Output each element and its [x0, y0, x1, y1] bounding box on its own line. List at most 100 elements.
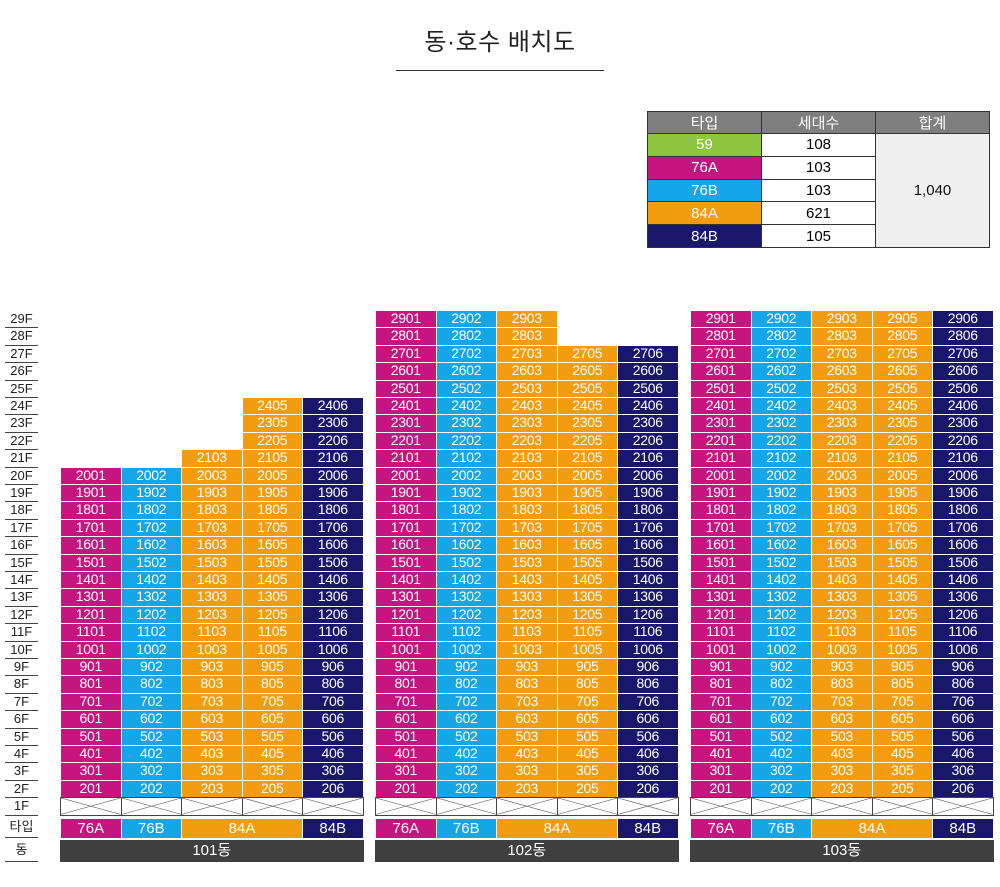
- floor-label: 9F: [5, 658, 38, 677]
- unit-cell: 902: [435, 658, 497, 677]
- unit-cell: 206: [932, 779, 994, 799]
- floor-label: 29F: [5, 310, 38, 329]
- floor-label: 12F: [5, 606, 38, 625]
- unit-cell: 2002: [435, 466, 497, 485]
- unit-cell: 906: [932, 658, 994, 677]
- unit-cell: 406: [932, 745, 994, 764]
- unit-cell: 2302: [750, 414, 812, 433]
- unit-cell: 1503: [181, 553, 243, 572]
- unit-cell: 2401: [375, 397, 437, 416]
- unit-cell: 1602: [750, 536, 812, 555]
- unit-cell: 1403: [181, 571, 243, 590]
- unit-cell: 1803: [811, 501, 873, 520]
- unit-cell: 1003: [181, 640, 243, 659]
- unit-cell: 803: [811, 675, 873, 694]
- unit-cell: 2103: [181, 449, 243, 468]
- type-cell: 84A: [811, 817, 933, 839]
- unit-cell: 1405: [241, 571, 303, 590]
- unit-cell: 2502: [435, 379, 497, 398]
- unit-cell: 703: [181, 692, 243, 712]
- unit-cell: 705: [871, 692, 933, 712]
- unit-cell: 202: [750, 779, 812, 799]
- floor-label: 16F: [5, 536, 38, 555]
- unit-cell: 501: [375, 727, 437, 746]
- unit-cell: 505: [241, 727, 303, 746]
- unit-cell: 2306: [302, 414, 364, 433]
- unit-cell: 2803: [496, 327, 558, 346]
- unit-cell: 1405: [871, 571, 933, 590]
- unit-cell: 605: [556, 710, 618, 729]
- unit-cell: 2905: [871, 310, 933, 329]
- unit-cell: 1001: [375, 640, 437, 659]
- legend-type-cell: 84A: [647, 201, 762, 226]
- unit-cell: 301: [60, 762, 122, 781]
- unit-cell: 801: [60, 675, 122, 694]
- unit-cell: 2505: [556, 379, 618, 398]
- unit-cell: 2002: [750, 466, 812, 485]
- unit-cell: 1805: [241, 501, 303, 520]
- unit-cell: 1103: [811, 623, 873, 642]
- unit-cell: 1703: [811, 518, 873, 538]
- floor-label: 19F: [5, 484, 38, 503]
- legend-row: 84B 105: [647, 224, 990, 248]
- unit-cell: 805: [556, 675, 618, 694]
- unit-cell: 2701: [690, 344, 752, 364]
- legend-total-cell: 1,040: [875, 133, 990, 248]
- unit-cell: 305: [871, 762, 933, 781]
- unit-cell: 1906: [302, 484, 364, 503]
- unit-cell: 2601: [690, 362, 752, 381]
- unit-cell: 302: [435, 762, 497, 781]
- unit-cell: 2305: [556, 414, 618, 433]
- unit-cell: 2903: [496, 310, 558, 329]
- unit-cell: 1606: [302, 536, 364, 555]
- legend-count-cell: 103: [761, 178, 876, 203]
- unit-cell: 1401: [375, 571, 437, 590]
- unit-cell: 1903: [811, 484, 873, 503]
- unit-cell: 402: [750, 745, 812, 764]
- unit-cell: 1201: [690, 605, 752, 625]
- unit-cell: 601: [375, 710, 437, 729]
- floor-label: 27F: [5, 345, 38, 364]
- unit-cell: 1302: [120, 588, 182, 607]
- unit-cell: 1403: [811, 571, 873, 590]
- unit-cell: 1502: [120, 553, 182, 572]
- unit-cell: 2105: [556, 449, 618, 468]
- empty-floor-cell: [60, 797, 122, 816]
- unit-cell: 2902: [435, 310, 497, 329]
- unit-cell: 2201: [690, 431, 752, 451]
- unit-cell: 703: [496, 692, 558, 712]
- unit-cell: 1206: [302, 605, 364, 625]
- unit-cell: 703: [811, 692, 873, 712]
- unit-cell: 502: [120, 727, 182, 746]
- unit-cell: 2205: [241, 431, 303, 451]
- legend-count-cell: 621: [761, 201, 876, 226]
- unit-cell: 2702: [435, 344, 497, 364]
- unit-cell: 406: [617, 745, 679, 764]
- unit-cell: 2602: [750, 362, 812, 381]
- floor-label: 28F: [5, 327, 38, 346]
- unit-cell: 802: [435, 675, 497, 694]
- empty-floor-cell: [120, 797, 182, 816]
- title-divider: [396, 70, 604, 71]
- floor-label: 17F: [5, 519, 38, 538]
- unit-cell: 2501: [690, 379, 752, 398]
- unit-cell: 505: [556, 727, 618, 746]
- unit-cell: 2802: [435, 327, 497, 346]
- floor-label: 3F: [5, 762, 38, 781]
- floor-label: 14F: [5, 571, 38, 590]
- unit-cell: 401: [60, 745, 122, 764]
- unit-cell: 2303: [811, 414, 873, 433]
- unit-cell: 603: [496, 710, 558, 729]
- empty-floor-cell: [556, 797, 618, 816]
- unit-cell: 1802: [120, 501, 182, 520]
- unit-cell: 702: [750, 692, 812, 712]
- unit-cell: 1203: [181, 605, 243, 625]
- unit-cell: 2102: [750, 449, 812, 468]
- unit-cell: 2101: [375, 449, 437, 468]
- unit-cell: 1202: [750, 605, 812, 625]
- empty-floor-cell: [302, 797, 364, 816]
- unit-cell: 2301: [375, 414, 437, 433]
- unit-cell: 506: [617, 727, 679, 746]
- unit-cell: 602: [750, 710, 812, 729]
- unit-cell: 1903: [181, 484, 243, 503]
